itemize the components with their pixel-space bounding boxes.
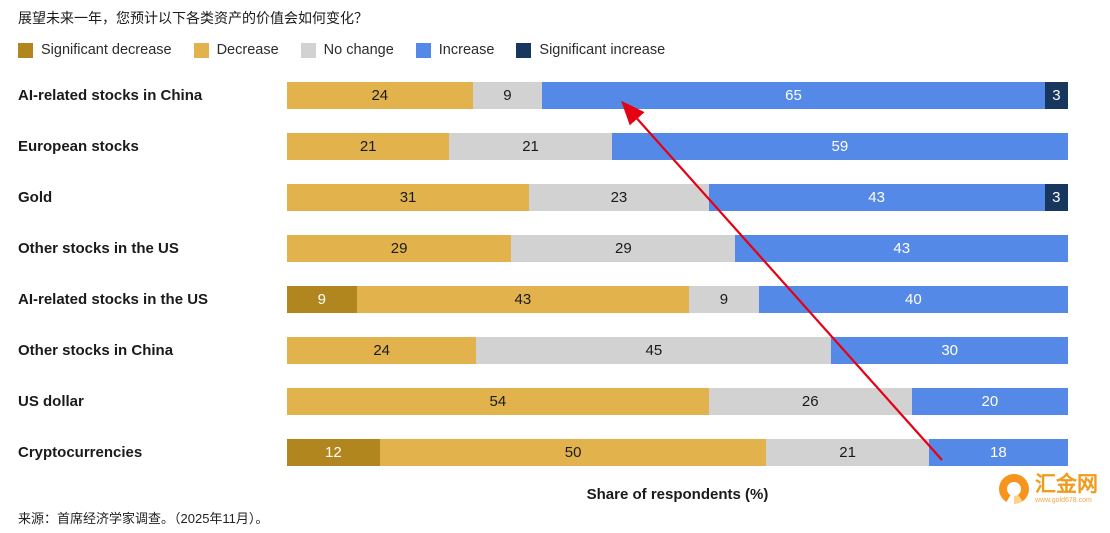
category-label: US dollar — [18, 393, 84, 410]
stacked-bar: 31 23 43 3 — [287, 184, 1068, 211]
bar-segment: 29 — [511, 235, 736, 262]
chart-row: AI-related stocks in China 24 9 65 3 — [18, 70, 1068, 121]
bar-segment: 9 — [287, 286, 357, 313]
stacked-bar: 21 21 59 — [287, 133, 1068, 160]
watermark-texts: 汇金网 www.gold678.com — [1035, 474, 1098, 504]
bar-segment: 12 — [287, 439, 380, 466]
category-label: AI-related stocks in China — [18, 87, 203, 104]
bar-segment: 43 — [708, 184, 1045, 211]
legend-item: Significant increase — [516, 42, 665, 58]
chart-title: 展望未来一年，您预计以下各类资产的价值会如何变化？ — [18, 10, 368, 26]
bar-segment: 21 — [449, 133, 612, 160]
chart-row: European stocks 21 21 59 — [18, 121, 1068, 172]
legend-label: Increase — [438, 42, 495, 58]
chart-row: Other stocks in the US 29 29 43 — [18, 223, 1068, 274]
bar-segment: 26 — [708, 388, 912, 415]
source-note: 来源：首席经济学家调查。（2025年11月）。 — [18, 511, 269, 526]
legend-label: Significant decrease — [41, 42, 172, 58]
bar-segment: 43 — [735, 235, 1068, 262]
legend-label: Decrease — [216, 42, 279, 58]
huijin-logo-icon — [999, 474, 1029, 504]
bar-segment: 3 — [1044, 184, 1068, 211]
category-label: Other stocks in the US — [18, 240, 179, 257]
watermark-url: www.gold678.com — [1035, 497, 1092, 504]
bar-segment: 20 — [911, 388, 1068, 415]
x-axis-label: Share of respondents (%) — [586, 486, 769, 503]
bar-segment: 21 — [766, 439, 929, 466]
chart-area: AI-related stocks in China 24 9 65 3 European… — [18, 70, 1068, 478]
chart-row: Cryptocurrencies 12 50 21 18 — [18, 427, 1068, 478]
stacked-bar: 29 29 43 — [287, 235, 1068, 262]
bar-segment: 24 — [287, 337, 477, 364]
legend-swatch — [193, 42, 209, 58]
chart-row: Other stocks in China 24 45 30 — [18, 325, 1068, 376]
chart-row: Gold 31 23 43 3 — [18, 172, 1068, 223]
stacked-bar: 24 9 65 3 — [287, 82, 1068, 109]
bar-segment: 65 — [542, 82, 1045, 109]
legend-label: No change — [323, 42, 394, 58]
bar-segment: 9 — [689, 286, 759, 313]
bar-segment: 24 — [287, 82, 473, 109]
chart-row: US dollar 54 26 20 — [18, 376, 1068, 427]
category-label: European stocks — [18, 138, 139, 155]
legend: Significant decrease Decrease No change Inc… — [18, 42, 665, 58]
legend-swatch — [18, 42, 33, 58]
category-label: AI-related stocks in the US — [18, 291, 209, 308]
bar-segment: 9 — [472, 82, 543, 109]
bar-segment: 40 — [758, 286, 1068, 313]
bar-segment: 45 — [476, 337, 832, 364]
stacked-bar: 9 43 9 40 — [287, 286, 1068, 313]
bar-segment: 21 — [287, 133, 450, 160]
bar-segment: 59 — [611, 133, 1068, 160]
bar-segment: 50 — [379, 439, 767, 466]
legend-swatch — [415, 42, 431, 58]
bar-segment: 18 — [928, 439, 1068, 466]
bar-segment: 31 — [287, 184, 530, 211]
stacked-bar: 24 45 30 — [287, 337, 1068, 364]
legend-swatch — [300, 42, 316, 58]
bar-segment: 43 — [356, 286, 690, 313]
bar-segment: 30 — [831, 337, 1068, 364]
watermark: 汇金网 www.gold678.com — [999, 474, 1098, 504]
category-label: Cryptocurrencies — [18, 444, 143, 461]
category-label: Gold — [18, 189, 53, 206]
bar-segment: 54 — [287, 388, 709, 415]
legend-item: Decrease — [193, 42, 279, 58]
chart-row: AI-related stocks in the US 9 43 9 40 — [18, 274, 1068, 325]
stacked-bar: 12 50 21 18 — [287, 439, 1068, 466]
bar-segment: 23 — [529, 184, 709, 211]
huijin-logo-inner — [1007, 482, 1021, 496]
category-label: Other stocks in China — [18, 342, 174, 359]
legend-swatch — [516, 42, 532, 58]
stacked-bar: 54 26 20 — [287, 388, 1068, 415]
bar-segment: 3 — [1044, 82, 1068, 109]
bar-segment: 29 — [287, 235, 512, 262]
watermark-text: 汇金网 — [1035, 473, 1098, 496]
legend-item: Significant decrease — [18, 42, 172, 58]
legend-item: Increase — [415, 42, 495, 58]
legend-label: Significant increase — [539, 42, 666, 58]
legend-item: No change — [300, 42, 394, 58]
